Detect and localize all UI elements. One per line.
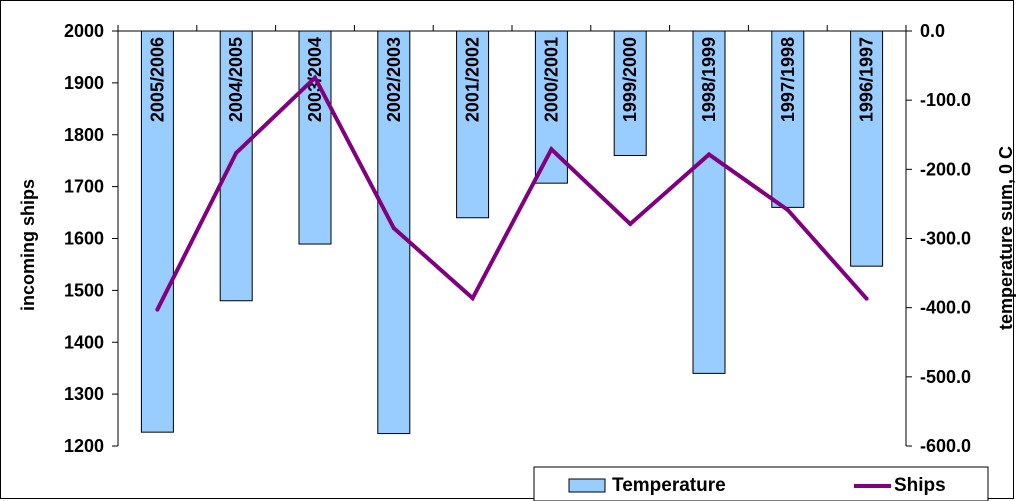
y-left-tick-label: 1400 (64, 332, 104, 352)
category-labels: 2005/20062004/20052003/20042002/20032001… (147, 37, 876, 122)
y-left-tick-label: 1600 (64, 229, 104, 249)
y-left-tick-label: 2000 (64, 21, 104, 41)
y-right-tick-label: -200.0 (920, 159, 971, 179)
axes: 1200 1300 1400 1500 1600 1700 1800 1900 2000 0.0 -… (64, 21, 971, 456)
y-right-tick-label: 0.0 (920, 21, 945, 41)
temperature-bar (456, 30, 490, 219)
category-label: 2004/2005 (226, 37, 246, 122)
ships-point (234, 150, 239, 155)
y-left-axis-title: incoming ships (18, 179, 38, 311)
category-label: 2005/2006 (147, 37, 167, 122)
legend-temperature-swatch (568, 478, 606, 493)
y-right-tick-label: -100.0 (920, 90, 971, 110)
y-left-tick-label: 1500 (64, 280, 104, 300)
ships-point (313, 75, 317, 80)
temperature-bar (850, 30, 884, 267)
category-label: 1997/1998 (778, 37, 798, 122)
y-right-tick-label: -500.0 (920, 367, 971, 387)
temperature-bar (377, 30, 411, 435)
legend-ships-label: Ships (894, 475, 946, 496)
y-right-tick-label: -600.0 (920, 436, 971, 456)
category-label: 2001/2002 (463, 37, 483, 122)
temperature-bar (771, 30, 805, 208)
y-right-tick-label: -300.0 (920, 229, 971, 249)
category-label: 1996/1997 (857, 37, 877, 122)
ships-point (864, 296, 869, 301)
ships-point (628, 221, 633, 226)
ships-point (549, 147, 554, 152)
temperature-bars (140, 30, 884, 435)
y-left-tick-label: 1300 (64, 384, 104, 404)
temperature-bar (219, 30, 253, 302)
ships-point (785, 207, 790, 212)
legend: Temperature Ships (533, 466, 989, 501)
y-right-axis-title: temperature sum, 0 C (996, 146, 1016, 330)
category-label: 2002/2003 (384, 37, 404, 122)
category-label: 2000/2001 (541, 37, 561, 122)
legend-temperature-label: Temperature (612, 475, 726, 496)
temperature-bar (534, 30, 568, 184)
ships-point (391, 226, 396, 231)
y-left-tick-label: 1200 (64, 436, 104, 456)
ships-point (470, 296, 475, 301)
legend-box (533, 466, 989, 501)
ships-point (707, 152, 711, 157)
ships-line-layer (155, 74, 869, 312)
y-right-tick-label: -400.0 (920, 298, 971, 318)
y-left-tick-label: 1700 (64, 177, 104, 197)
y-left-tick-label: 1800 (64, 125, 104, 145)
temperature-bar (613, 30, 647, 156)
temperature-bar (692, 30, 726, 374)
category-label: 1999/2000 (620, 37, 640, 122)
ships-point (155, 307, 160, 312)
ships-line (155, 74, 869, 311)
category-label: 1998/1999 (699, 37, 719, 122)
y-left-tick-label: 1900 (64, 73, 104, 93)
